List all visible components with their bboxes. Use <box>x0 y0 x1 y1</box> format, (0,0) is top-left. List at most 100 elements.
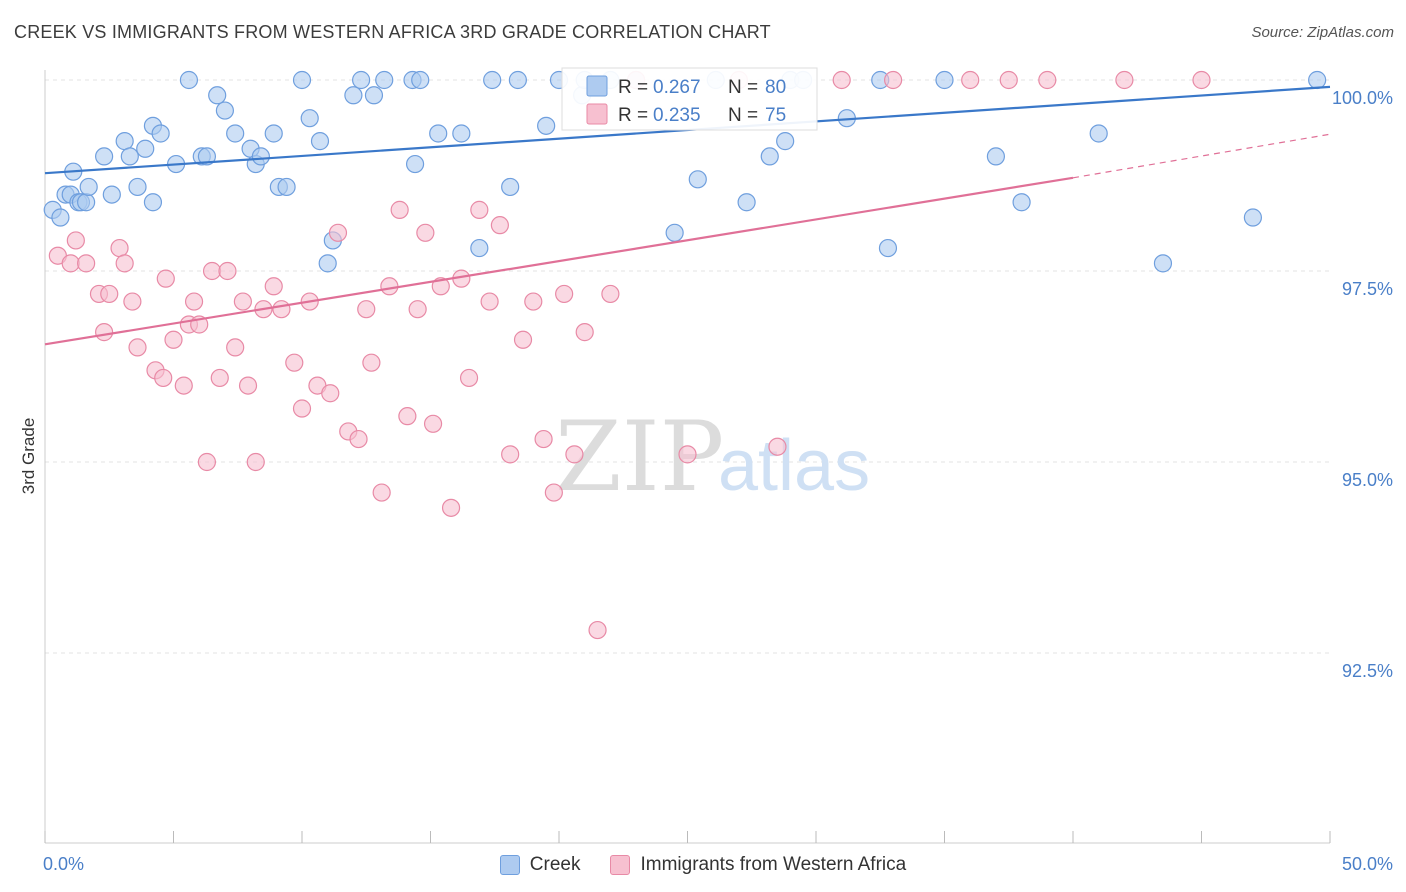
stats-n-label: N = <box>728 77 758 98</box>
waf-point <box>768 437 787 456</box>
waf-trend-line <box>44 176 1074 346</box>
waf-point <box>524 292 543 311</box>
creek-point <box>737 193 756 212</box>
waf-point <box>349 429 368 449</box>
waf-point <box>110 238 129 258</box>
waf-point <box>832 70 851 90</box>
legend-swatch-waf <box>610 855 631 875</box>
legend-label-creek: Creek <box>529 854 581 875</box>
waf-point <box>226 338 245 357</box>
creek-point <box>1089 124 1108 143</box>
waf-point <box>1038 70 1057 90</box>
series-legend: Creek Immigrants from Western Africa <box>0 850 1406 880</box>
waf-point <box>678 445 697 464</box>
creek-point <box>1243 208 1263 227</box>
creek-point <box>986 147 1006 166</box>
creek-point <box>364 86 384 105</box>
stats-swatch <box>586 75 608 97</box>
waf-point <box>513 330 533 349</box>
waf-point <box>408 300 427 319</box>
waf-point <box>380 277 399 296</box>
y-tick-label: 92.5% <box>1342 661 1393 681</box>
waf-point <box>115 254 134 273</box>
legend-label-waf: Immigrants from Western Africa <box>640 854 907 875</box>
waf-point <box>490 216 509 235</box>
creek-point <box>508 70 527 90</box>
creek-point <box>537 116 556 135</box>
creek-point <box>501 177 520 197</box>
waf-point <box>246 452 265 472</box>
y-tick-label: 97.5% <box>1342 279 1393 299</box>
waf-point <box>233 292 252 311</box>
waf-point <box>292 399 312 418</box>
axes <box>44 70 1331 844</box>
creek-point <box>483 70 502 90</box>
waf-point <box>154 368 173 388</box>
creek-point <box>352 70 371 90</box>
y-tick-label: 95.0% <box>1342 470 1393 490</box>
creek-point <box>151 124 170 143</box>
stats-n-label: N = <box>728 105 758 126</box>
creek-point <box>429 124 448 143</box>
waf-trend-extension <box>1072 133 1331 179</box>
creek-point <box>102 185 121 204</box>
waf-point <box>416 223 435 242</box>
creek-point <box>688 170 707 189</box>
waf-point <box>1115 70 1134 90</box>
waf-point <box>1192 70 1211 90</box>
creek-point <box>264 124 283 143</box>
waf-point <box>285 353 304 372</box>
waf-point <box>197 452 217 472</box>
waf-point <box>218 261 237 281</box>
legend-item-waf[interactable]: Immigrants from Western Africa <box>610 854 906 876</box>
waf-point <box>357 300 376 319</box>
waf-point <box>66 231 85 250</box>
waf-point <box>544 483 563 502</box>
legend-item-creek[interactable]: Creek <box>499 854 581 876</box>
creek-point <box>452 124 471 143</box>
waf-point <box>961 70 980 90</box>
waf-point <box>555 284 574 304</box>
creek-point <box>277 177 296 197</box>
creek-point <box>411 70 430 90</box>
waf-point <box>61 254 80 273</box>
waf-point <box>501 445 520 464</box>
chart-title: CREEK VS IMMIGRANTS FROM WESTERN AFRICA … <box>14 22 771 42</box>
watermark-atlas: atlas <box>718 426 870 506</box>
waf-point <box>264 277 283 296</box>
creek-point <box>665 223 684 242</box>
creek-point <box>215 101 234 120</box>
creek-point <box>776 132 795 151</box>
waf-point <box>575 323 594 342</box>
creek-point <box>136 139 155 158</box>
stats-r-value: 0.235 <box>653 105 701 126</box>
waf-point <box>883 70 903 90</box>
creek-point <box>51 208 70 227</box>
creek-point <box>208 86 227 105</box>
waf-point <box>999 70 1018 90</box>
stats-swatch <box>586 103 608 125</box>
tick-labels: 100.0% 97.5% 95.0% 92.5% 0.0% 50.0% <box>43 88 1393 874</box>
waf-point <box>398 407 417 426</box>
creek-point <box>310 132 330 151</box>
stats-r-value: 0.267 <box>653 77 701 98</box>
stats-n-value: 80 <box>765 77 786 98</box>
waf-point <box>128 338 147 357</box>
creek-point <box>79 177 98 197</box>
creek-point <box>143 193 163 212</box>
waf-points <box>48 70 1211 640</box>
creek-point <box>344 86 363 105</box>
waf-point <box>459 368 479 388</box>
waf-point <box>272 300 291 319</box>
creek-point <box>300 109 319 128</box>
waf-point <box>423 414 443 433</box>
creek-point <box>375 70 394 90</box>
creek-point <box>292 70 312 90</box>
waf-point <box>372 483 391 502</box>
waf-point <box>238 376 258 395</box>
waf-point <box>184 292 204 311</box>
creek-point <box>120 147 139 166</box>
waf-point <box>362 353 381 372</box>
waf-point <box>328 223 348 242</box>
